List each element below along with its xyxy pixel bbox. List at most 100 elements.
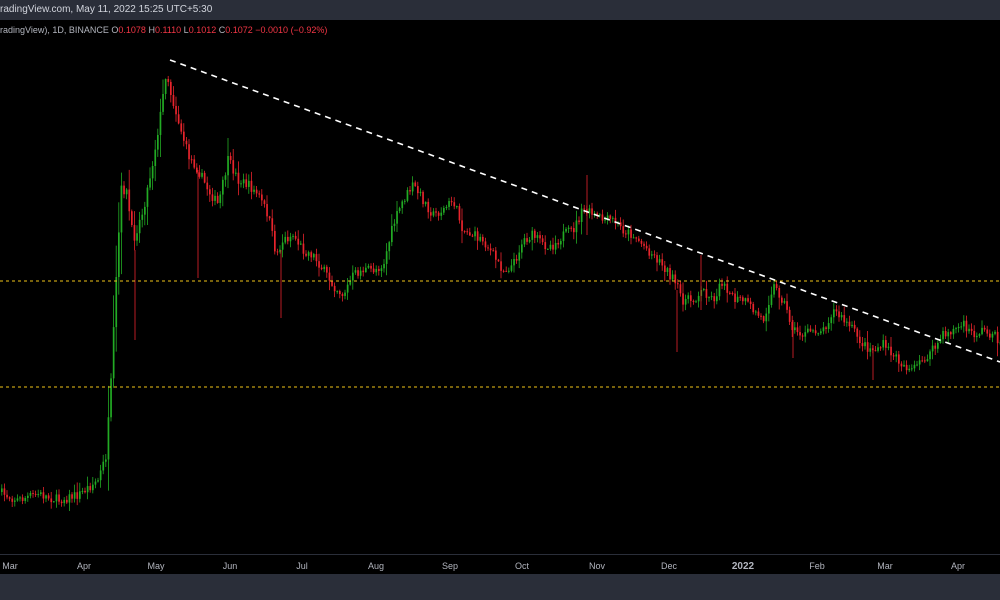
candle-body bbox=[809, 328, 812, 332]
candle-body bbox=[976, 335, 978, 338]
x-tick-label: Nov bbox=[589, 561, 606, 571]
candle bbox=[609, 214, 612, 224]
candle bbox=[682, 282, 684, 312]
candle bbox=[443, 205, 445, 216]
candle bbox=[323, 264, 326, 273]
candle-body bbox=[677, 283, 679, 285]
candle bbox=[703, 288, 705, 292]
candle-body bbox=[674, 274, 677, 284]
candle-body bbox=[531, 230, 534, 240]
candle bbox=[840, 311, 843, 321]
candle bbox=[601, 209, 604, 224]
candle bbox=[497, 258, 500, 262]
candle-body bbox=[580, 208, 583, 222]
candle bbox=[224, 172, 227, 187]
candle-body bbox=[263, 200, 266, 205]
candle-body bbox=[115, 277, 118, 328]
candle-body bbox=[219, 194, 222, 203]
candle-body bbox=[905, 364, 908, 371]
candle bbox=[952, 325, 955, 339]
candle-body bbox=[271, 218, 274, 231]
candle bbox=[271, 209, 274, 237]
candle bbox=[588, 204, 591, 219]
candle bbox=[206, 176, 209, 196]
candle bbox=[37, 489, 40, 498]
candle bbox=[315, 248, 318, 267]
candle-body bbox=[658, 259, 661, 263]
candle bbox=[684, 294, 687, 311]
candle bbox=[50, 491, 53, 509]
candle bbox=[378, 265, 380, 276]
candle-body bbox=[73, 492, 76, 499]
candle-body bbox=[489, 248, 492, 251]
candle bbox=[744, 297, 747, 306]
candle bbox=[492, 248, 495, 252]
candle bbox=[42, 486, 45, 504]
candle bbox=[970, 323, 973, 336]
candle bbox=[484, 237, 487, 252]
candle-body bbox=[804, 332, 807, 337]
candle-body bbox=[970, 328, 973, 331]
candle bbox=[354, 267, 357, 275]
candle bbox=[120, 172, 123, 275]
candle-body bbox=[196, 167, 198, 173]
candle bbox=[612, 216, 614, 223]
candle-body bbox=[201, 172, 203, 177]
ohlc-legend: radingView), 1D, BINANCE O0.1078 H0.1110… bbox=[0, 25, 327, 35]
candle-body bbox=[492, 250, 495, 252]
candle-body bbox=[718, 283, 721, 297]
candle-body bbox=[315, 254, 318, 262]
candle-body bbox=[336, 291, 339, 293]
candle-body bbox=[929, 351, 931, 360]
candle-body bbox=[276, 251, 279, 253]
candle bbox=[471, 233, 474, 238]
candle bbox=[21, 494, 24, 505]
candle-body bbox=[484, 241, 487, 248]
candle-body bbox=[942, 331, 944, 340]
candle-body bbox=[138, 219, 141, 234]
candle bbox=[237, 161, 240, 196]
candle-body bbox=[92, 484, 94, 491]
candle-body bbox=[190, 159, 193, 161]
candle-body bbox=[102, 461, 105, 471]
candle bbox=[567, 225, 570, 234]
candle bbox=[167, 75, 170, 87]
candle bbox=[279, 245, 281, 254]
candle bbox=[47, 493, 50, 501]
candle bbox=[770, 286, 773, 308]
candle-body bbox=[567, 227, 570, 229]
candle-body bbox=[773, 284, 775, 295]
candle bbox=[947, 328, 950, 343]
candle-body bbox=[440, 212, 443, 216]
candle-body bbox=[133, 225, 136, 241]
candle bbox=[866, 331, 869, 360]
x-tick-label: 2022 bbox=[732, 561, 755, 572]
x-tick-label: Oct bbox=[515, 561, 530, 571]
candle-body bbox=[900, 363, 903, 367]
x-axis[interactable]: Mar Apr May Jun Jul Aug Sep Oct Nov Dec 2022 Feb Mar… bbox=[0, 554, 1000, 575]
candle bbox=[419, 188, 422, 197]
candle bbox=[968, 324, 970, 334]
candle-body bbox=[890, 346, 892, 356]
candle bbox=[625, 230, 627, 239]
candle bbox=[6, 490, 8, 500]
candlestick-chart[interactable] bbox=[0, 20, 1000, 554]
candle-body bbox=[994, 331, 996, 334]
candle bbox=[250, 171, 253, 200]
chart-area[interactable] bbox=[0, 20, 1000, 554]
candle-body bbox=[404, 200, 406, 202]
candle bbox=[794, 321, 796, 334]
candle-body bbox=[695, 301, 697, 303]
candle bbox=[521, 239, 523, 259]
symbol-label: radingView), 1D, BINANCE bbox=[0, 25, 109, 35]
candle-body bbox=[996, 331, 999, 344]
descending-trendline[interactable] bbox=[169, 59, 1000, 363]
candle-body bbox=[339, 291, 341, 295]
candle-body bbox=[292, 235, 294, 237]
candle-body bbox=[487, 247, 489, 249]
candle-body bbox=[604, 219, 606, 221]
candle bbox=[128, 169, 131, 221]
candle-body bbox=[500, 261, 502, 271]
candle bbox=[721, 278, 723, 290]
candle bbox=[14, 497, 16, 507]
